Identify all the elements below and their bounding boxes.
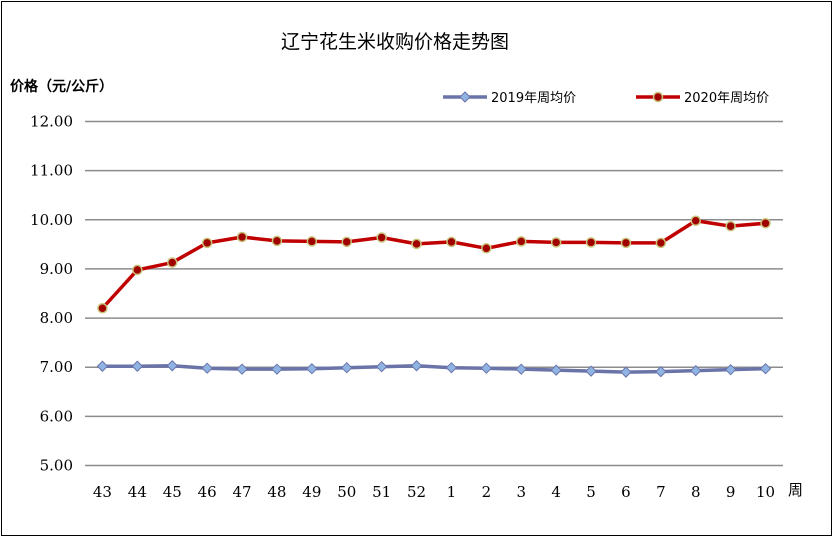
legend: 2019年周均价 2020年周均价 [443, 91, 769, 106]
x-tick-label: 9 [726, 483, 736, 501]
data-point [550, 364, 562, 376]
legend-label-2020: 2020年周均价 [684, 91, 769, 106]
series-group [96, 215, 772, 378]
y-tick-label: 5.00 [40, 457, 73, 475]
data-point [201, 362, 213, 374]
data-point [585, 237, 597, 248]
data-point [376, 232, 387, 243]
x-tick-label: 5 [586, 483, 596, 501]
data-point [201, 237, 213, 249]
x-tick-label: 48 [267, 483, 286, 501]
data-point [759, 362, 772, 375]
data-point [445, 361, 458, 374]
y-axis-label: 价格（元/公斤） [10, 78, 113, 95]
series-line [102, 363, 766, 374]
y-tick-label: 6.00 [40, 407, 73, 425]
x-tick-label: 49 [302, 483, 321, 501]
x-tick-label: 7 [656, 483, 666, 501]
x-tick-label: 50 [337, 483, 356, 501]
data-point [132, 264, 143, 276]
x-tick-label: 47 [233, 483, 252, 501]
legend-marker-2020 [652, 91, 664, 103]
y-tick-label: 7.00 [40, 358, 73, 376]
x-tick-label: 4 [551, 483, 561, 501]
data-point [131, 360, 144, 372]
data-point [306, 362, 318, 375]
y-tick-label: 8.00 [40, 309, 73, 327]
x-tick-label: 3 [516, 483, 526, 501]
data-point [690, 364, 702, 377]
x-tick-label: 52 [407, 483, 426, 501]
data-point [236, 231, 248, 243]
legend-marker-2019 [459, 91, 471, 103]
x-tick-label: 43 [93, 483, 112, 501]
legend-label-2019: 2019年周均价 [491, 91, 576, 106]
x-tick-label: 44 [128, 483, 147, 501]
data-point [516, 236, 527, 247]
y-tick-label: 11.00 [30, 162, 73, 180]
data-point [97, 302, 108, 314]
data-point [236, 363, 248, 375]
series-1 [97, 215, 771, 314]
x-tick-label: 10 [756, 483, 775, 501]
data-point [585, 365, 597, 377]
data-point [166, 360, 178, 372]
data-point [167, 257, 178, 268]
data-point [620, 237, 632, 249]
data-point [655, 237, 667, 249]
x-tick-label: 51 [372, 483, 391, 501]
data-point [725, 220, 736, 232]
gridlines [85, 120, 783, 467]
data-point [341, 361, 353, 374]
y-tick-labels: 5.00 6.00 7.00 8.00 9.00 10.00 11.00 12.00 [30, 113, 73, 475]
x-tick-label: 8 [691, 483, 701, 501]
data-point [411, 238, 422, 250]
x-tick-label: 2 [482, 483, 492, 501]
x-axis-label: 周 [788, 481, 803, 499]
data-point [375, 361, 388, 373]
data-point [515, 363, 527, 375]
x-tick-label: 6 [621, 483, 631, 501]
y-tick-label: 12.00 [30, 113, 73, 131]
data-point [446, 236, 457, 248]
data-point [620, 366, 632, 378]
data-point [341, 236, 352, 248]
x-tick-label: 46 [198, 483, 217, 501]
data-point [271, 235, 283, 247]
x-tick-labels: 43 44 45 46 47 48 49 50 51 52 1 2 3 4 5 6 7 8 9 10 [93, 483, 775, 501]
data-point [481, 243, 492, 254]
data-point [655, 365, 667, 378]
series-0 [96, 360, 772, 378]
series-line [101, 219, 766, 310]
data-point [271, 363, 283, 375]
y-tick-label: 9.00 [40, 260, 73, 278]
x-tick-label: 1 [447, 483, 457, 501]
x-tick-label: 45 [163, 483, 182, 501]
data-point [96, 360, 109, 372]
data-point [690, 215, 701, 227]
y-tick-label: 10.00 [30, 211, 73, 229]
data-point [306, 236, 318, 247]
data-point [480, 362, 493, 374]
data-point [724, 363, 737, 376]
data-point [410, 360, 423, 372]
data-point [550, 237, 562, 248]
data-point [760, 217, 771, 229]
chart-title: 辽宁花生米收购价格走势图 [281, 31, 509, 53]
